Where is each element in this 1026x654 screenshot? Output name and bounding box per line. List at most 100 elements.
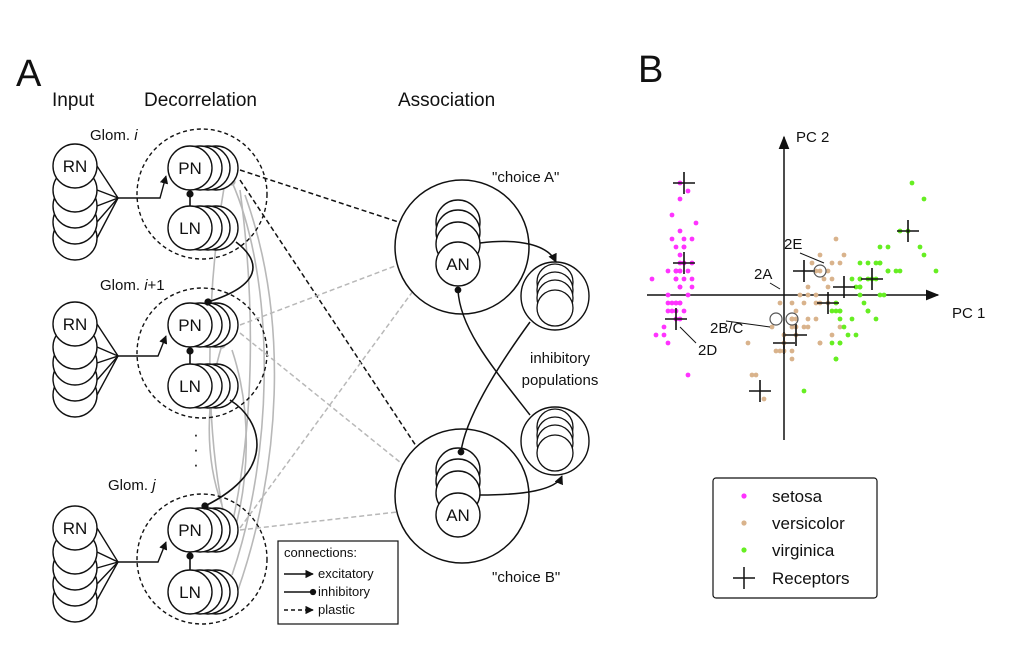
data-point xyxy=(693,220,699,226)
rn-label-i-plus-1: RN xyxy=(63,315,88,334)
highlight-ring xyxy=(813,264,827,278)
series-receptors xyxy=(665,172,919,402)
ln-stack-j xyxy=(167,569,239,615)
annotation-leader xyxy=(799,252,825,264)
data-point xyxy=(665,292,671,298)
legend-setosa: setosa xyxy=(772,487,823,506)
data-point xyxy=(777,348,783,354)
data-point xyxy=(809,260,815,266)
scatter-legend: setosa versicolor virginica Receptors xyxy=(712,477,878,599)
association-b: AN "choice B" xyxy=(394,428,560,586)
data-point xyxy=(773,348,779,354)
ln-stack-i xyxy=(167,205,239,251)
data-point xyxy=(917,244,923,250)
pn-stack-i-plus-1 xyxy=(167,302,239,348)
header-decorrelation: Decorrelation xyxy=(144,90,257,111)
data-point xyxy=(885,244,891,250)
data-point xyxy=(677,228,683,234)
legend-inhibitory: inhibitory xyxy=(318,584,371,599)
data-point xyxy=(677,252,683,258)
data-point xyxy=(837,308,843,314)
data-point xyxy=(685,188,691,194)
annotation-2e: 2E xyxy=(784,236,802,253)
data-point xyxy=(933,268,939,274)
ellipsis-dot-1: · xyxy=(193,425,199,444)
data-point xyxy=(669,212,675,218)
ln-to-pn-inhibition xyxy=(201,241,258,510)
data-point xyxy=(689,276,695,282)
legend-marker-receptors xyxy=(733,567,755,589)
data-point xyxy=(669,308,675,314)
data-point xyxy=(689,284,695,290)
data-point xyxy=(801,324,807,330)
choice-a-label: "choice A" xyxy=(492,169,559,186)
legend-receptors: Receptors xyxy=(772,569,849,588)
panel-b: B PC 1 PC 2 2A 2B/C 2D 2E setosa versicolor… xyxy=(638,49,985,599)
receptor-marker xyxy=(793,260,815,282)
data-point xyxy=(685,372,691,378)
ln-label-j: LN xyxy=(179,583,201,602)
data-point xyxy=(797,292,803,298)
data-point xyxy=(681,276,687,282)
data-point xyxy=(873,260,879,266)
panel-a-letter: A xyxy=(16,53,42,95)
data-point xyxy=(789,356,795,362)
header-input: Input xyxy=(52,90,95,111)
data-point xyxy=(853,332,859,338)
legend-versicolor: versicolor xyxy=(772,514,845,533)
legend-plastic: plastic xyxy=(318,602,355,617)
glom-label-i-plus-1: Glom. i+1 xyxy=(100,277,165,294)
data-point xyxy=(761,396,767,402)
data-point xyxy=(805,324,811,330)
data-point xyxy=(665,308,671,314)
data-point xyxy=(825,284,831,290)
data-point xyxy=(805,292,811,298)
data-point xyxy=(837,260,843,266)
ln-stack-i-plus-1 xyxy=(167,363,239,409)
legend-excitatory: excitatory xyxy=(318,566,374,581)
data-point xyxy=(745,340,751,346)
data-point xyxy=(885,268,891,274)
panel-a: A Input Decorrelation Association Glom. … xyxy=(16,53,599,625)
rn-label-j: RN xyxy=(63,519,88,538)
legend-title: connections: xyxy=(284,545,357,560)
scatter-annotations: 2A 2B/C 2D 2E xyxy=(679,236,827,359)
data-point xyxy=(749,372,755,378)
data-point xyxy=(673,300,679,306)
data-point xyxy=(789,348,795,354)
data-point xyxy=(661,324,667,330)
pn-stack-i xyxy=(167,145,239,191)
data-point xyxy=(681,236,687,242)
legend-marker-virginica xyxy=(741,547,747,553)
receptor-marker xyxy=(673,252,695,274)
series-versicolor xyxy=(745,236,847,402)
pc2-axis-label: PC 2 xyxy=(796,129,829,146)
data-point xyxy=(829,276,835,282)
ln-label-i: LN xyxy=(179,219,201,238)
receptor-marker xyxy=(749,380,771,402)
data-point xyxy=(865,308,871,314)
annotation-leader xyxy=(725,320,771,328)
data-point xyxy=(789,300,795,306)
data-point xyxy=(877,244,883,250)
annotation-leader xyxy=(769,282,781,290)
pn-label-i-plus-1: PN xyxy=(178,316,202,335)
glom-label-j: Glom. j xyxy=(108,477,156,494)
annotation-leader xyxy=(679,326,697,344)
inhibitory-label-line2: populations xyxy=(522,372,599,389)
data-point xyxy=(893,268,899,274)
data-point xyxy=(829,308,835,314)
data-point xyxy=(777,300,783,306)
data-point xyxy=(685,292,691,298)
data-point xyxy=(865,260,871,266)
data-point xyxy=(665,268,671,274)
data-point xyxy=(849,316,855,322)
receptor-marker xyxy=(897,220,919,242)
data-point xyxy=(813,268,819,274)
legend-marker-versicolor xyxy=(741,520,747,526)
data-point xyxy=(813,300,819,306)
data-point xyxy=(857,260,863,266)
data-point xyxy=(877,260,883,266)
data-point xyxy=(833,356,839,362)
